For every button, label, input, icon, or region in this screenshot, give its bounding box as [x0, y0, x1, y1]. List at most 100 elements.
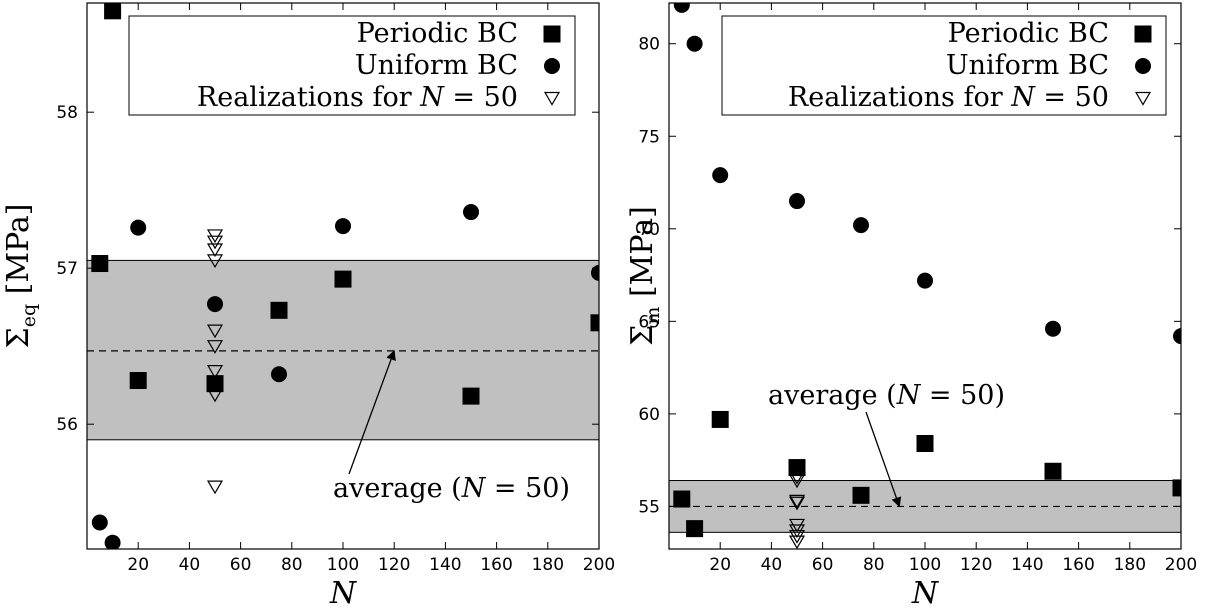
- marker-square-extra-0: [104, 3, 122, 20]
- marker-circle-1-0: [673, 3, 690, 13]
- x-tick-label-9: 200: [1165, 555, 1197, 575]
- marker-square-0-4: [852, 486, 870, 504]
- legend-prefix: Realizations for: [788, 82, 1011, 113]
- average-annotation: average (N = 50): [333, 473, 570, 504]
- marker-circle-1-4: [271, 366, 287, 383]
- annotation-prefix: average (: [768, 380, 897, 411]
- marker-triangle-2-9: [206, 235, 224, 250]
- marker-circle-1-3: [207, 296, 223, 313]
- marker-circle-1-4: [853, 217, 869, 234]
- annotation-prefix: average (: [333, 473, 462, 504]
- x-tick-label-3: 80: [863, 555, 885, 575]
- marker-square-0-2: [206, 375, 224, 393]
- marker-square-0-3: [270, 301, 288, 319]
- marker-circle-1-1: [686, 35, 703, 52]
- x-axis-title: N: [329, 576, 358, 610]
- marker-triangle-2-6: [788, 535, 806, 549]
- marker-square-0-6: [590, 314, 599, 332]
- plot-area-1: [87, 3, 599, 549]
- x-tick-label-6: 140: [429, 555, 461, 575]
- marker-circle-1-1: [104, 534, 121, 549]
- annotation-arrow: [865, 411, 902, 508]
- y-tick-label-4: 75: [638, 127, 660, 147]
- marker-circle-legend-1: [1135, 58, 1151, 74]
- x-tick-label-3: 80: [281, 555, 303, 575]
- marker-circle-1-3: [789, 193, 805, 210]
- x-tick-label-5: 120: [378, 555, 410, 575]
- annotation-var: N: [461, 473, 487, 504]
- marker-square-0-7: [1172, 479, 1181, 497]
- marker-square-legend-0: [1134, 25, 1152, 43]
- marker-circle-1-6: [463, 204, 479, 221]
- legend-box: [128, 15, 576, 116]
- x-tick-label-4: 100: [327, 555, 359, 575]
- x-tick-label-4: 100: [909, 555, 941, 575]
- x-tick-label-8: 180: [1114, 555, 1146, 575]
- x-tick-label-0: 20: [127, 555, 149, 575]
- x-tick-label-1: 40: [179, 555, 201, 575]
- marker-square-0-1: [686, 520, 704, 538]
- annotation-suffix: = 50): [920, 380, 1005, 411]
- y-axis-title: Σm [MPa]: [625, 206, 664, 346]
- x-tick-label-7: 160: [480, 555, 512, 575]
- marker-triangle-legend-2: [1134, 91, 1152, 106]
- y-axis-unit: [MPa]: [625, 206, 660, 306]
- marker-square-0-6: [1044, 462, 1062, 480]
- y-tick-label-1: 60: [638, 405, 660, 425]
- annotation-arrow: [348, 349, 396, 475]
- legend-prefix: Realizations for: [197, 82, 420, 113]
- marker-square-legend-0: [543, 25, 561, 43]
- marker-triangle-2-2: [788, 496, 806, 511]
- x-tick-label-7: 160: [1062, 555, 1094, 575]
- legend-entry-2: Uniform BC: [355, 50, 518, 81]
- y-tick-label-2: 65: [638, 312, 660, 332]
- marker-triangle-2-7: [788, 470, 806, 485]
- legend-entry-1: Periodic BC: [948, 18, 1109, 49]
- marker-triangle-2-4: [206, 340, 224, 354]
- y-axis-title: Σeq [MPa]: [1, 203, 40, 348]
- x-tick-label-1: 40: [761, 555, 783, 575]
- legend-entry-3: Realizations for N = 50: [788, 82, 1109, 113]
- marker-circle-1-0: [91, 514, 108, 531]
- y-tick-label-1: 57: [56, 259, 78, 279]
- y-axis-subscript: eq: [18, 304, 40, 327]
- marker-triangle-2-7: [206, 388, 224, 403]
- y-tick-label-2: 58: [56, 103, 78, 123]
- average-band: [87, 259, 599, 441]
- marker-circle-1-5: [335, 218, 351, 235]
- legend-suffix: = 50: [1035, 82, 1109, 113]
- legend-entry-3: Realizations for N = 50: [197, 82, 518, 113]
- marker-circle-1-6: [1045, 320, 1061, 337]
- legend-entry-1: Periodic BC: [357, 18, 518, 49]
- marker-triangle-2-1: [206, 243, 224, 258]
- x-axis-title: N: [911, 576, 940, 610]
- annotation-suffix: = 50): [485, 473, 570, 504]
- marker-square-0-0: [673, 490, 691, 508]
- legend-var: N: [1010, 82, 1036, 113]
- marker-square-0-2: [711, 410, 729, 428]
- marker-circle-1-7: [591, 264, 599, 281]
- x-tick-label-9: 200: [583, 555, 615, 575]
- y-tick-label-0: 56: [56, 415, 78, 435]
- legend-entry-2: Uniform BC: [946, 50, 1109, 81]
- marker-square-0-1: [129, 372, 147, 390]
- marker-triangle-2-5: [206, 365, 224, 379]
- legend-suffix: = 50: [444, 82, 518, 113]
- y-tick-label-0: 55: [638, 497, 660, 517]
- plot-area-2: [669, 3, 1181, 549]
- x-tick-label-2: 60: [812, 555, 834, 575]
- x-tick-label-2: 60: [230, 555, 252, 575]
- y-axis-unit: [MPa]: [1, 203, 36, 303]
- marker-circle-1-2: [712, 167, 729, 184]
- x-tick-label-6: 140: [1011, 555, 1043, 575]
- marker-triangle-2-1: [788, 494, 806, 509]
- average-annotation: average (N = 50): [768, 380, 1005, 411]
- marker-square-0-5: [916, 435, 934, 453]
- marker-triangle-2-2: [206, 254, 224, 269]
- marker-triangle-2-8: [206, 480, 224, 495]
- marker-triangle-2-6: [206, 375, 224, 390]
- y-axis-symbol: Σ: [1, 327, 36, 348]
